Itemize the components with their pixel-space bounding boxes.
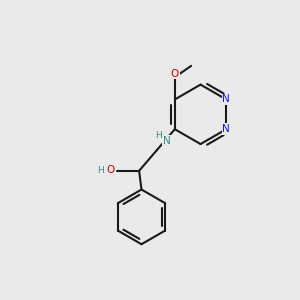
Text: O: O [106, 165, 115, 175]
Text: O: O [171, 69, 179, 79]
Text: N: N [163, 136, 171, 146]
Text: N: N [222, 124, 230, 134]
Text: N: N [222, 94, 230, 104]
Text: H: H [155, 130, 162, 140]
Text: H: H [97, 166, 104, 175]
